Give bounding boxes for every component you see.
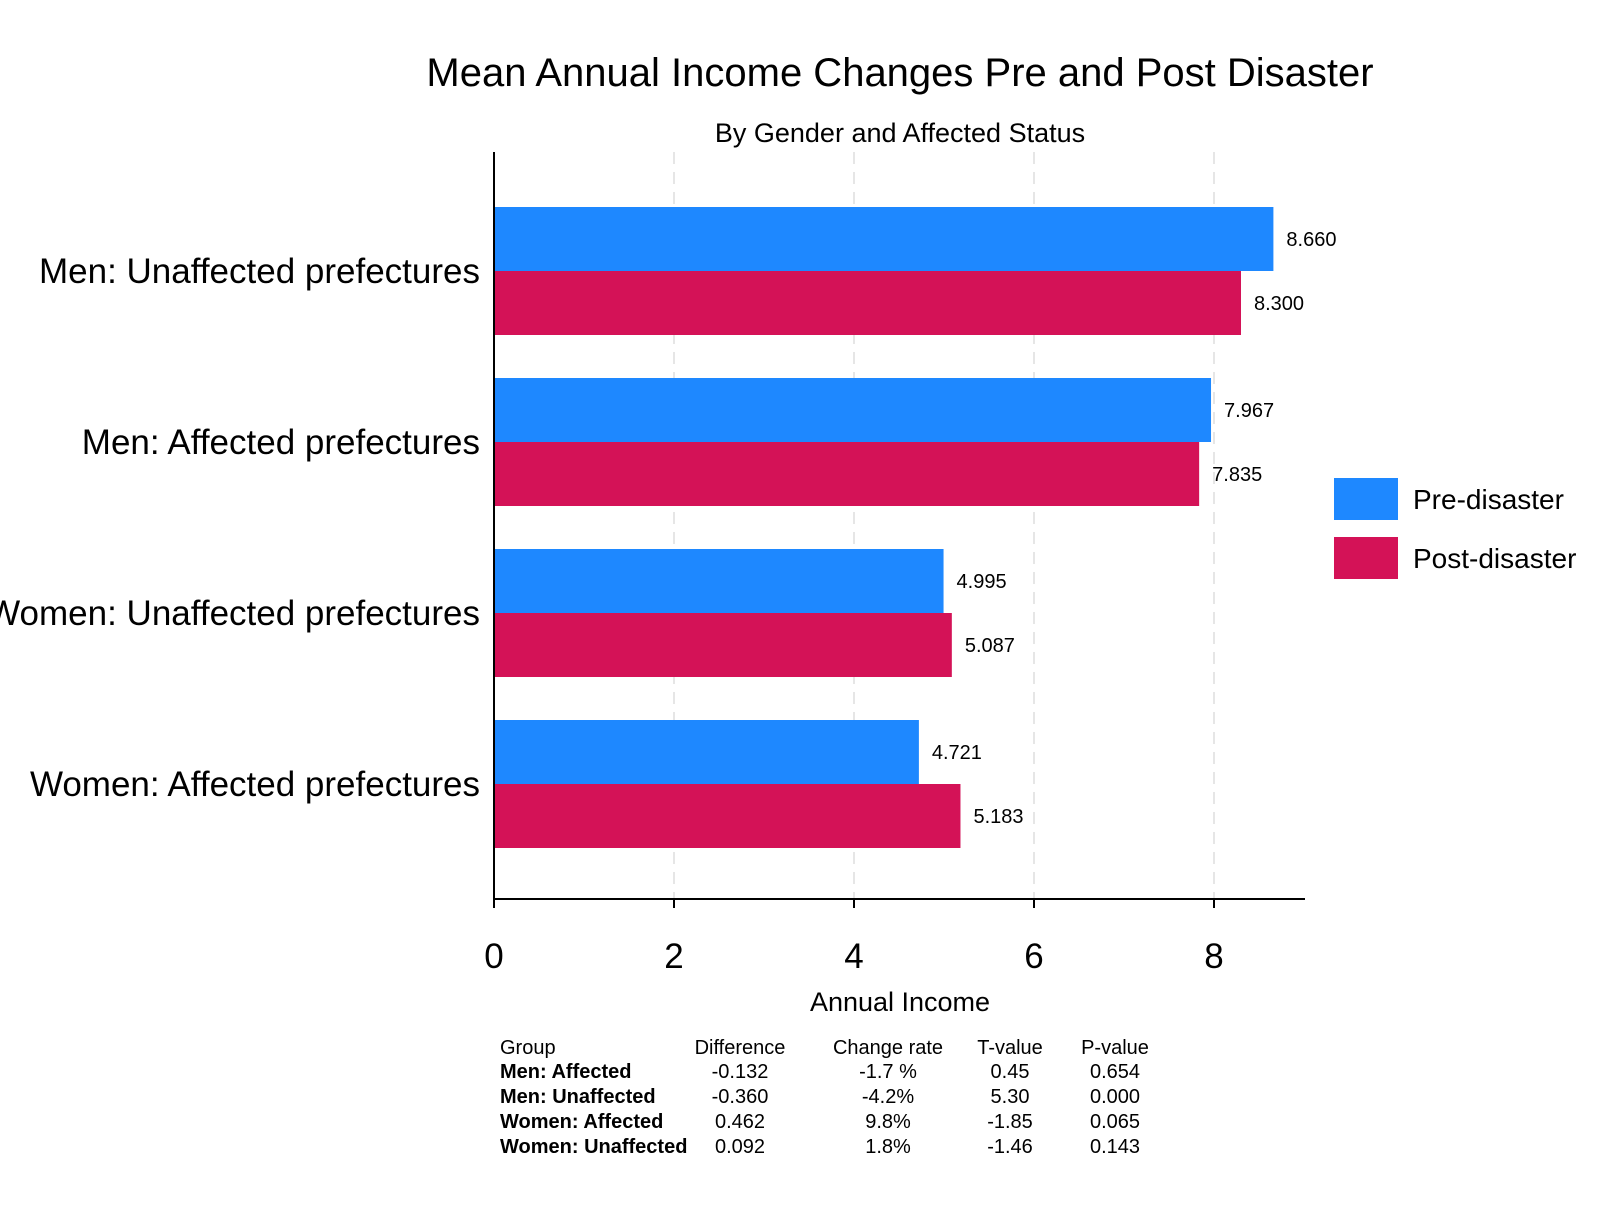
table-cell: -0.360 bbox=[712, 1086, 769, 1108]
table-cell: 0.000 bbox=[1090, 1086, 1140, 1108]
table-cell: -4.2% bbox=[862, 1086, 914, 1108]
table-header-cell: Difference bbox=[695, 1037, 786, 1059]
table-cell: -0.132 bbox=[712, 1061, 769, 1083]
legend: Pre-disaster Post-disaster bbox=[1334, 478, 1576, 579]
bar-post-disaster bbox=[494, 442, 1200, 506]
legend-swatch bbox=[1334, 537, 1398, 579]
table-cell: 0.092 bbox=[715, 1136, 765, 1158]
x-axis-label: Annual Income bbox=[810, 987, 990, 1017]
legend-swatch bbox=[1334, 478, 1398, 520]
bars-group bbox=[494, 207, 1274, 848]
x-tick-label: 0 bbox=[484, 937, 503, 976]
table-cell: 0.45 bbox=[991, 1061, 1030, 1083]
category-label: Women: Unaffected prefectures bbox=[0, 594, 480, 633]
data-labels-group: 8.660 8.300 7.967 7.835 4.995 5.087 4.721 5.183 bbox=[932, 229, 1337, 828]
table-cell: 0.143 bbox=[1090, 1136, 1140, 1158]
table-cell: 0.065 bbox=[1090, 1111, 1140, 1133]
bar-post-disaster bbox=[494, 784, 961, 848]
table-header-cell: Group bbox=[500, 1037, 556, 1059]
x-tick-label: 6 bbox=[1024, 937, 1043, 976]
category-label: Men: Affected prefectures bbox=[82, 423, 480, 462]
table-cell: 1.8% bbox=[865, 1136, 911, 1158]
chart-title: Mean Annual Income Changes Pre and Post … bbox=[426, 51, 1373, 95]
table-row-label: Women: Unaffected bbox=[500, 1136, 687, 1158]
table-row-label: Women: Affected bbox=[500, 1111, 663, 1133]
stats-table: Group Difference Change rate T-value P-value… bbox=[500, 1037, 1149, 1158]
chart-subtitle: By Gender and Affected Status bbox=[715, 118, 1085, 148]
table-cell: 5.30 bbox=[991, 1086, 1030, 1108]
bar-value-label: 4.721 bbox=[932, 742, 982, 764]
bar-pre-disaster bbox=[494, 549, 944, 613]
bar-value-label: 5.183 bbox=[973, 806, 1023, 828]
category-label: Men: Unaffected prefectures bbox=[39, 252, 480, 291]
x-axis-ticks: 0 2 4 6 8 bbox=[484, 899, 1224, 976]
bar-post-disaster bbox=[494, 613, 952, 677]
category-labels-group: Men: Unaffected prefectures Men: Affected… bbox=[0, 252, 480, 804]
table-cell: 0.462 bbox=[715, 1111, 765, 1133]
bar-value-label: 5.087 bbox=[965, 635, 1015, 657]
table-cell: -1.85 bbox=[987, 1111, 1033, 1133]
bar-value-label: 4.995 bbox=[957, 571, 1007, 593]
table-cell: -1.46 bbox=[987, 1136, 1033, 1158]
bar-post-disaster bbox=[494, 271, 1241, 335]
x-tick-label: 4 bbox=[844, 937, 863, 976]
bar-value-label: 7.835 bbox=[1212, 464, 1262, 486]
table-cell: 0.654 bbox=[1090, 1061, 1140, 1083]
x-tick-label: 2 bbox=[664, 937, 683, 976]
table-row-label: Men: Affected bbox=[500, 1061, 631, 1083]
category-label: Women: Affected prefectures bbox=[30, 765, 480, 804]
bar-value-label: 8.300 bbox=[1254, 293, 1304, 315]
bar-pre-disaster bbox=[494, 720, 919, 784]
table-cell: -1.7 % bbox=[859, 1061, 917, 1083]
table-cell: 9.8% bbox=[865, 1111, 911, 1133]
bar-value-label: 8.660 bbox=[1286, 229, 1336, 251]
table-header-cell: P-value bbox=[1081, 1037, 1149, 1059]
x-tick-label: 8 bbox=[1204, 937, 1223, 976]
table-header-cell: T-value bbox=[977, 1037, 1043, 1059]
table-row-label: Men: Unaffected bbox=[500, 1086, 656, 1108]
table-header-cell: Change rate bbox=[833, 1037, 943, 1059]
bar-pre-disaster bbox=[494, 207, 1274, 271]
legend-label: Post-disaster bbox=[1413, 543, 1576, 574]
bar-value-label: 7.967 bbox=[1224, 400, 1274, 422]
legend-label: Pre-disaster bbox=[1413, 484, 1564, 515]
bar-pre-disaster bbox=[494, 378, 1212, 442]
